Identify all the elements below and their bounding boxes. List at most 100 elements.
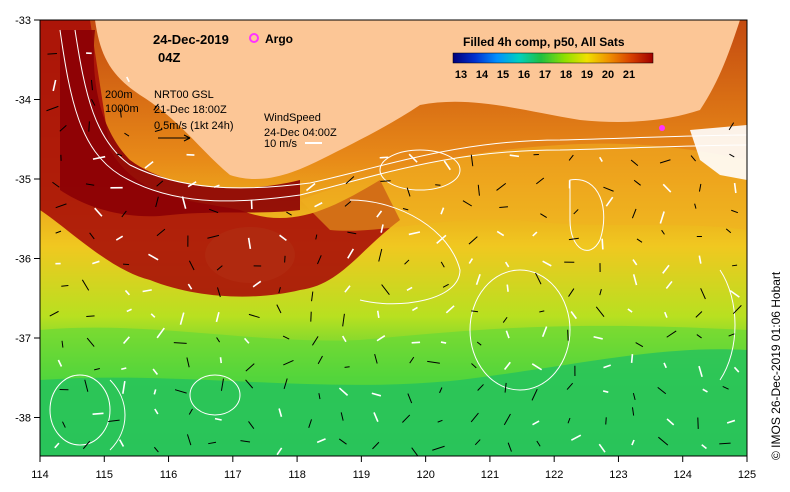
vector-arrow (311, 336, 319, 346)
vector-arrow (535, 177, 545, 185)
vector-arrow (119, 108, 122, 118)
vector-arrow (216, 265, 223, 271)
vector-arrow (598, 443, 606, 453)
y-tick-label: -35 (15, 174, 31, 186)
y-axis: -33 -34 -35 -36 -37 -38 (15, 15, 40, 425)
vector-arrow (535, 272, 542, 285)
vector-arrow (406, 286, 413, 292)
vector-arrow (733, 366, 740, 373)
colorbar-tick-label: 16 (518, 69, 530, 81)
vector-arrow (278, 287, 281, 294)
contour-label-200: 200m (105, 89, 133, 101)
copyright-credit: © IMOS 26-Dec-2019 01:06 Hobart (769, 271, 783, 460)
vector-arrow (695, 311, 703, 318)
vector-arrow (286, 211, 292, 216)
vector-arrow (376, 335, 386, 342)
vector-arrow (470, 154, 474, 167)
vector-arrow (174, 389, 187, 394)
vector-arrow (631, 407, 635, 416)
credit-text: © IMOS 26-Dec-2019 01:06 Hobart (769, 271, 783, 460)
vector-arrow (90, 79, 93, 91)
vector-arrow (215, 312, 220, 323)
vector-arrow (632, 274, 638, 286)
vector-arrow (573, 209, 579, 215)
vector-arrow (661, 229, 665, 235)
x-tick-label: 121 (481, 469, 499, 481)
vector-arrow (245, 363, 255, 372)
colorbar-tick-label: 19 (581, 69, 593, 81)
vector-arrow (81, 279, 90, 291)
vector-arrow (62, 421, 66, 428)
vector-arrow (118, 439, 125, 447)
vector-arrow (345, 176, 355, 185)
colorbar-ticks: 13 14 15 16 17 18 19 20 21 (455, 69, 635, 81)
argo-label: Argo (265, 32, 293, 46)
vector-arrow (376, 310, 380, 318)
vector-arrow (153, 389, 157, 395)
currents-source: NRT00 GSL (154, 89, 214, 101)
vector-arrow (144, 161, 154, 169)
vector-arrow (539, 310, 545, 313)
vector-arrow (603, 186, 614, 192)
vector-arrow (245, 379, 254, 389)
vector-arrow (378, 248, 383, 262)
vector-arrow (317, 355, 323, 365)
vector-arrow (442, 283, 449, 288)
vector-arrow (155, 196, 159, 208)
vector-arrow (540, 213, 547, 219)
vector-arrow (568, 154, 574, 161)
vector-arrow (188, 260, 195, 271)
vector-arrow (279, 234, 287, 242)
vector-arrow (445, 305, 455, 314)
vector-arrow (126, 308, 132, 313)
colorbar-tick-label: 21 (623, 69, 635, 81)
vector-arrow (124, 132, 130, 137)
vector-arrow (659, 159, 671, 164)
colorbar-tick-label: 18 (560, 69, 572, 81)
y-tick-label: -37 (15, 333, 31, 345)
vector-arrow (94, 207, 103, 217)
vector-arrow (432, 445, 445, 451)
y-tick-label: -38 (15, 413, 31, 425)
current-vectors (46, 52, 742, 456)
vector-arrow (380, 224, 384, 233)
vector-arrow (698, 255, 702, 264)
vector-arrow (475, 274, 481, 286)
vector-arrow (47, 53, 57, 55)
vector-arrow (308, 419, 312, 428)
vector-arrow (603, 364, 611, 369)
vector-arrow (462, 200, 473, 207)
vector-arrow (92, 155, 106, 160)
vector-arrow (477, 384, 484, 391)
vector-arrow (635, 342, 644, 348)
vector-arrow (664, 311, 668, 318)
vector-arrow (593, 335, 603, 340)
vector-arrow (91, 98, 96, 106)
vector-arrow (541, 326, 548, 338)
vector-arrow (372, 441, 380, 450)
vector-arrow (179, 312, 185, 325)
wind-title: WindSpeed (264, 112, 321, 124)
vector-arrow (726, 419, 736, 424)
vector-arrow (153, 446, 159, 453)
vector-arrow (406, 187, 411, 197)
vector-arrow (94, 367, 100, 371)
vector-arrow (666, 330, 677, 338)
vector-arrow (658, 436, 669, 446)
vector-arrow (156, 327, 165, 339)
vector-arrow (602, 390, 609, 393)
colorbar-tick-label: 17 (539, 69, 551, 81)
vector-arrow (52, 79, 57, 92)
vector-arrow (440, 261, 445, 268)
vector-arrow (566, 382, 574, 390)
vector-arrow (311, 291, 314, 302)
vector-arrow (665, 280, 673, 290)
vector-arrow (347, 248, 355, 259)
vector-arrow (531, 363, 543, 371)
vector-arrow (52, 181, 60, 188)
vector-arrow (502, 316, 508, 323)
x-tick-label: 116 (160, 469, 178, 481)
vector-arrow (694, 203, 697, 209)
vector-arrow (89, 232, 95, 240)
vector-arrow (122, 263, 130, 266)
